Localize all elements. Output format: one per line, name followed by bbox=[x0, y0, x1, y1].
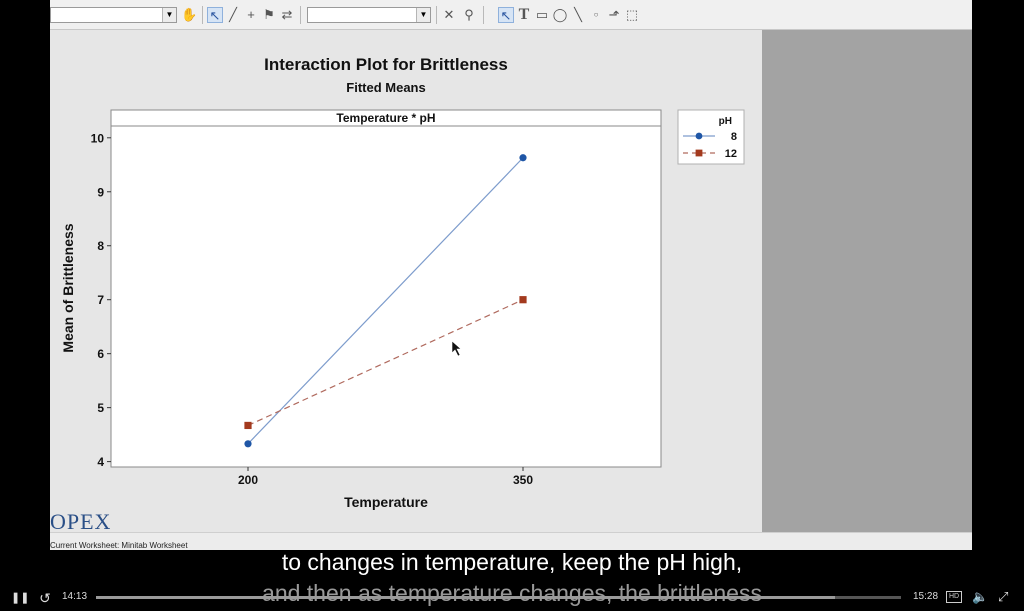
data-point-ph-8 bbox=[244, 440, 252, 448]
series-line-ph-12 bbox=[247, 299, 524, 426]
data-point-ph-12 bbox=[244, 421, 252, 430]
progress-bar[interactable] bbox=[96, 596, 901, 599]
series-layer bbox=[244, 154, 527, 448]
chevron-down-icon[interactable]: ▼ bbox=[416, 8, 430, 22]
chevron-down-icon[interactable]: ▼ bbox=[162, 8, 176, 22]
opex-logo: OPEX bbox=[50, 509, 112, 534]
brush-icon[interactable]: ✋ bbox=[181, 7, 198, 22]
y-tick-label: 5 bbox=[97, 401, 104, 415]
y-axis: 4 5 6 7 8 9 10 bbox=[91, 131, 111, 469]
rectangle-tool-icon[interactable]: ▭ bbox=[535, 7, 549, 22]
annotation-pointer-icon[interactable]: ↖ bbox=[498, 7, 514, 23]
legend-label-ph-8: 8 bbox=[731, 131, 737, 143]
toolbar-dropdown-left[interactable]: ▼ bbox=[50, 7, 177, 23]
video-player-controls: ❚❚ ↺ 14:13 15:28 HD 🔈 ⤢ bbox=[0, 584, 1024, 611]
toolbar-dropdown-right[interactable]: ▼ bbox=[307, 7, 431, 23]
flag-icon[interactable]: ⚑ bbox=[263, 7, 275, 22]
paintbrush-icon[interactable]: ╱ bbox=[229, 7, 237, 22]
plot-area bbox=[110, 109, 662, 468]
crosshair-icon[interactable]: + bbox=[247, 7, 255, 22]
legend-label-ph-12: 12 bbox=[725, 148, 737, 160]
legend-box bbox=[677, 109, 745, 165]
y-tick-label: 4 bbox=[97, 455, 104, 469]
polyline-tool-icon[interactable]: ⬏ bbox=[608, 7, 620, 22]
y-tick-label: 10 bbox=[91, 131, 105, 145]
volume-icon[interactable]: 🔈 bbox=[972, 589, 989, 604]
minitab-window: ▼ ✋ ↖ ╱ + ⚑ ⇄ ▼ ✕ ⚲ ↖ T ▭ ◯ ╲ ○ ⬏ ⬚ Inte… bbox=[50, 0, 972, 550]
progress-fill bbox=[96, 596, 835, 599]
select-pointer-icon[interactable]: ↖ bbox=[207, 7, 223, 23]
x-axis: 200 350 bbox=[238, 467, 533, 487]
zoom-icon[interactable]: ⚲ bbox=[464, 7, 474, 22]
status-worksheet-text: Current Worksheet: Minitab Worksheet bbox=[50, 541, 188, 550]
x-tick-label: 350 bbox=[513, 473, 533, 487]
current-time: 14:13 bbox=[62, 591, 88, 602]
y-axis-label: Mean of Brittleness bbox=[60, 223, 76, 352]
toolbar-separator bbox=[300, 6, 301, 24]
total-time: 15:28 bbox=[913, 591, 939, 602]
ellipse-tool-icon[interactable]: ◯ bbox=[552, 7, 568, 22]
subtitle-line-2: and then as temperature changes, the bri… bbox=[262, 580, 762, 606]
rewind-10-icon[interactable]: ↺ bbox=[39, 590, 51, 606]
data-point-ph-8 bbox=[519, 154, 527, 162]
legend: pH 812 bbox=[677, 109, 745, 165]
x-axis-label: Temperature bbox=[344, 494, 428, 510]
marker-tool-icon[interactable]: ○ bbox=[593, 10, 599, 19]
fullscreen-icon[interactable]: ⤢ bbox=[998, 589, 1009, 604]
interaction-plot: Interaction Plot for Brittleness Fitted … bbox=[60, 55, 745, 510]
pause-icon[interactable]: ❚❚ bbox=[11, 592, 30, 604]
legend-title: pH bbox=[719, 116, 732, 127]
x-tick-label: 200 bbox=[238, 473, 258, 487]
y-tick-label: 6 bbox=[97, 347, 104, 361]
panel-label: Temperature * pH bbox=[336, 111, 435, 125]
status-bar: Current Worksheet: Minitab Worksheet bbox=[50, 532, 972, 550]
data-point-ph-12 bbox=[519, 296, 527, 304]
swap-icon[interactable]: ⇄ bbox=[281, 7, 293, 22]
legend-items: 812 bbox=[683, 131, 737, 160]
subtitle-line-1: to changes in temperature, keep the pH h… bbox=[281, 549, 743, 575]
series-line-ph-8 bbox=[247, 157, 524, 445]
line-tool-icon[interactable]: ╲ bbox=[574, 7, 582, 22]
toolbar-separator bbox=[202, 6, 203, 24]
empty-workspace-pane bbox=[762, 30, 972, 532]
mouse-cursor-icon bbox=[451, 340, 462, 357]
polygon-tool-icon[interactable]: ⬚ bbox=[625, 7, 639, 22]
y-tick-label: 9 bbox=[97, 185, 104, 199]
toolbar-separator bbox=[436, 6, 437, 24]
graph-toolbar: ▼ ✋ ↖ ╱ + ⚑ ⇄ ▼ ✕ ⚲ ↖ T ▭ ◯ ╲ ○ ⬏ ⬚ bbox=[50, 0, 972, 30]
chart-subtitle: Fitted Means bbox=[346, 80, 425, 95]
legend-marker-ph-12 bbox=[695, 149, 703, 157]
y-tick-label: 7 bbox=[97, 293, 104, 307]
close-icon[interactable]: ✕ bbox=[443, 7, 455, 22]
y-tick-label: 8 bbox=[97, 239, 104, 253]
hd-button[interactable]: HD bbox=[946, 591, 962, 603]
chart-title: Interaction Plot for Brittleness bbox=[264, 55, 508, 74]
legend-marker-ph-8 bbox=[695, 132, 703, 140]
toolbar-separator bbox=[483, 6, 484, 24]
text-tool-icon[interactable]: T bbox=[518, 6, 530, 23]
